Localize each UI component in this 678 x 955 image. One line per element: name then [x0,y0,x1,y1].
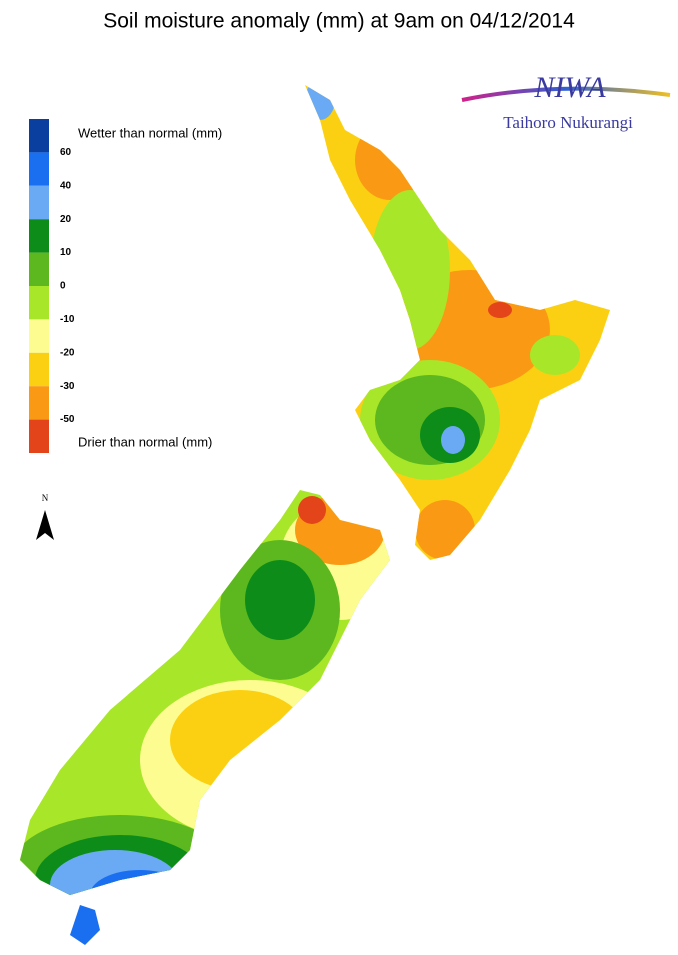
legend-break-label: -30 [60,381,75,392]
north-label: N [42,493,49,503]
legend-break-label: -20 [60,347,75,358]
legend-swatch [29,419,49,453]
legend-swatch [29,386,49,420]
south-island [20,490,390,895]
legend-break-label: -50 [60,414,75,425]
logo-name: NIWA [533,71,606,104]
legend-swatch [29,119,49,153]
legend-break-label: -10 [60,314,75,325]
legend-break-label: 0 [60,281,66,292]
north-island [305,85,610,560]
logo-subtitle: Taihoro Nukurangi [503,113,633,132]
legend-swatch [29,319,49,353]
legend-swatch [29,152,49,186]
logo-wave [461,86,671,102]
legend-break-label: 60 [60,147,72,158]
legend: Wetter than normal (mm) Drier than norma… [29,119,222,453]
legend-break-label: 40 [60,180,72,191]
legend-swatch [29,286,49,320]
legend-break-label: 10 [60,247,72,258]
legend-wetter-label: Wetter than normal (mm) [78,125,222,140]
legend-swatch [29,252,49,286]
legend-break-label: 20 [60,214,72,225]
north-arrow [36,510,54,540]
legend-drier-label: Drier than normal (mm) [78,434,212,449]
legend-swatch [29,352,49,387]
title: Soil moisture anomaly (mm) at 9am on 04/… [103,10,575,33]
stewart-island [70,905,100,945]
legend-swatch [29,219,49,253]
legend-swatch [29,185,49,220]
